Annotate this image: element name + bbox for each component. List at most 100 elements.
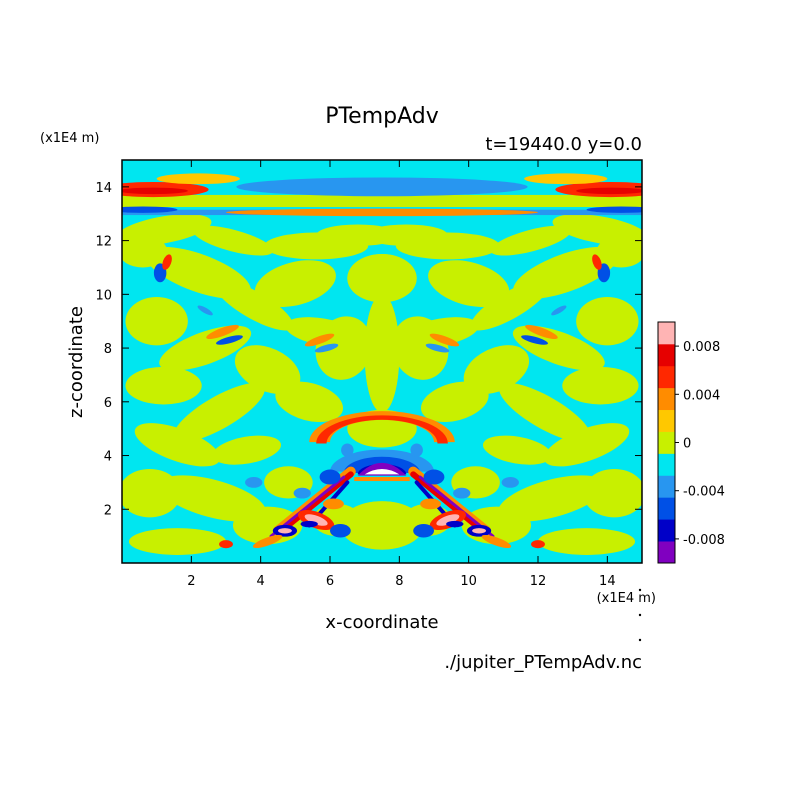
contour-region	[446, 520, 464, 528]
contour-region	[364, 224, 448, 246]
contour-region	[538, 528, 636, 555]
colorbar-swatch	[658, 453, 675, 476]
contour-region	[498, 475, 606, 522]
colorbar-swatch	[658, 343, 675, 367]
contour-region	[315, 316, 373, 380]
y-tick-label: 8	[104, 342, 112, 357]
contour-region	[159, 325, 252, 371]
contour-region	[252, 534, 283, 549]
colorbar-swatch	[658, 365, 675, 389]
contour-region	[463, 345, 530, 394]
colorbar-swatch	[658, 387, 675, 411]
contour-region	[254, 260, 336, 307]
contour-region	[425, 343, 450, 353]
chart-subtitle: t=19440.0 y=0.0	[485, 134, 642, 155]
contour-region	[453, 487, 471, 499]
contour-region	[551, 305, 567, 316]
contour-region	[245, 477, 263, 488]
contour-region	[330, 449, 435, 472]
colorbar-swatch	[658, 497, 675, 520]
colorbar: 0.008 0.004 0 -0.004 -0.008	[657, 321, 725, 564]
contour-region	[304, 333, 335, 347]
contour-region	[162, 254, 172, 270]
contour-band	[236, 177, 528, 197]
contour-region	[278, 528, 292, 534]
contour-region	[219, 540, 233, 549]
colorbar-swatch	[658, 541, 675, 564]
colorbar-swatch	[658, 322, 675, 345]
contour-region	[562, 366, 639, 405]
contour-band	[122, 194, 642, 208]
contour-region	[364, 294, 400, 413]
y-axis: 2 4 6 8 10 12 14	[95, 181, 642, 518]
contour-region	[428, 260, 510, 307]
contour-region	[304, 514, 328, 526]
x-tick-label: 8	[395, 574, 403, 589]
contour-region	[212, 435, 282, 465]
x-tick-label: 12	[530, 574, 547, 589]
contour-region	[156, 173, 240, 185]
contour-region	[134, 423, 221, 467]
y-unit-label: (x1E4 m)	[40, 131, 99, 146]
y-tick-label: 2	[104, 503, 112, 518]
contour-region	[314, 343, 339, 353]
contour-region	[125, 366, 202, 405]
y-tick-label: 12	[95, 235, 112, 250]
contour-region	[341, 443, 354, 457]
contour-region	[364, 468, 400, 475]
x-axis-label: x-coordinate	[325, 612, 438, 633]
plot-frame	[121, 159, 643, 564]
colorbar-tick-label: -0.004	[683, 485, 725, 500]
contour-region	[592, 254, 602, 270]
x-tick-label: 6	[326, 574, 334, 589]
contour-region	[501, 477, 519, 488]
x-tick-label: 2	[187, 574, 195, 589]
contour-layer	[122, 173, 642, 555]
colorbar-tick-label: -0.008	[683, 533, 725, 548]
contour-region	[525, 324, 558, 339]
contour-region	[234, 345, 301, 394]
contour-region	[490, 225, 572, 256]
y-tick-label: 14	[95, 181, 112, 196]
contour-region	[436, 514, 460, 526]
corner-mark	[638, 588, 642, 592]
contour-region	[531, 540, 545, 549]
x-axis: 2 4 6 8 10 12 14	[187, 160, 616, 589]
contour-region	[319, 469, 341, 485]
colorbar-tick-label: 0	[683, 437, 691, 452]
contour-region	[316, 415, 448, 444]
x-unit-label: (x1E4 m)	[597, 591, 656, 606]
contour-region	[481, 534, 512, 549]
contour-region	[214, 279, 294, 331]
contour-region	[391, 316, 449, 380]
colorbar-tick-label: 0.008	[683, 340, 720, 355]
contour-region	[524, 173, 608, 185]
contour-region	[576, 187, 642, 195]
contour-region	[173, 383, 265, 443]
colorbar-tick-label: 0.004	[683, 388, 720, 403]
contour-region	[482, 435, 552, 465]
contour-region	[300, 520, 318, 528]
contour-streak	[278, 471, 354, 534]
contour-region	[410, 443, 423, 457]
contour-region	[586, 206, 642, 213]
contour-region	[125, 297, 188, 346]
y-tick-label: 4	[104, 450, 112, 465]
y-axis-label: z-coordinate	[66, 306, 87, 418]
x-tick-label: 10	[460, 574, 477, 589]
contour-region	[423, 469, 445, 485]
contour-region	[420, 498, 441, 510]
contour-region	[521, 335, 548, 345]
contour-region	[413, 524, 434, 538]
contour-region	[309, 411, 455, 443]
colorbar-swatch	[658, 519, 675, 542]
contour-region	[122, 187, 188, 195]
contour-region	[128, 528, 226, 555]
corner-mark	[638, 613, 642, 617]
footer-filename: ./jupiter_PTempAdv.nc	[444, 652, 642, 673]
contour-streak	[410, 471, 486, 534]
y-tick-label: 6	[104, 396, 112, 411]
contour-region	[499, 383, 591, 443]
contour-band	[354, 477, 410, 482]
